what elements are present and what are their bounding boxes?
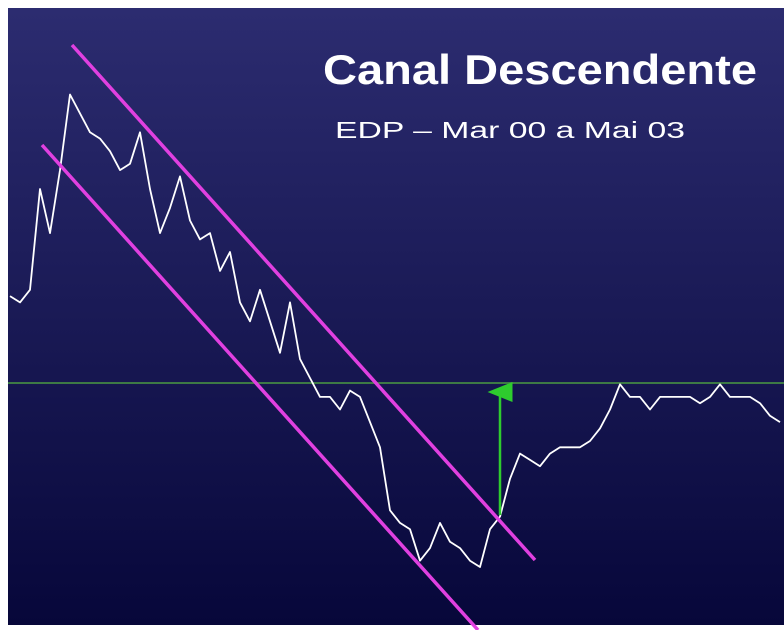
background xyxy=(8,8,784,625)
plot-area xyxy=(9,93,781,568)
channel-upper xyxy=(70,43,537,562)
chart-subtitle: EDP – Mar 00 a Mai 03 xyxy=(335,117,685,143)
chart-title: Canal Descendente xyxy=(323,46,757,93)
price-line xyxy=(9,93,781,568)
channel-lower xyxy=(40,143,480,630)
